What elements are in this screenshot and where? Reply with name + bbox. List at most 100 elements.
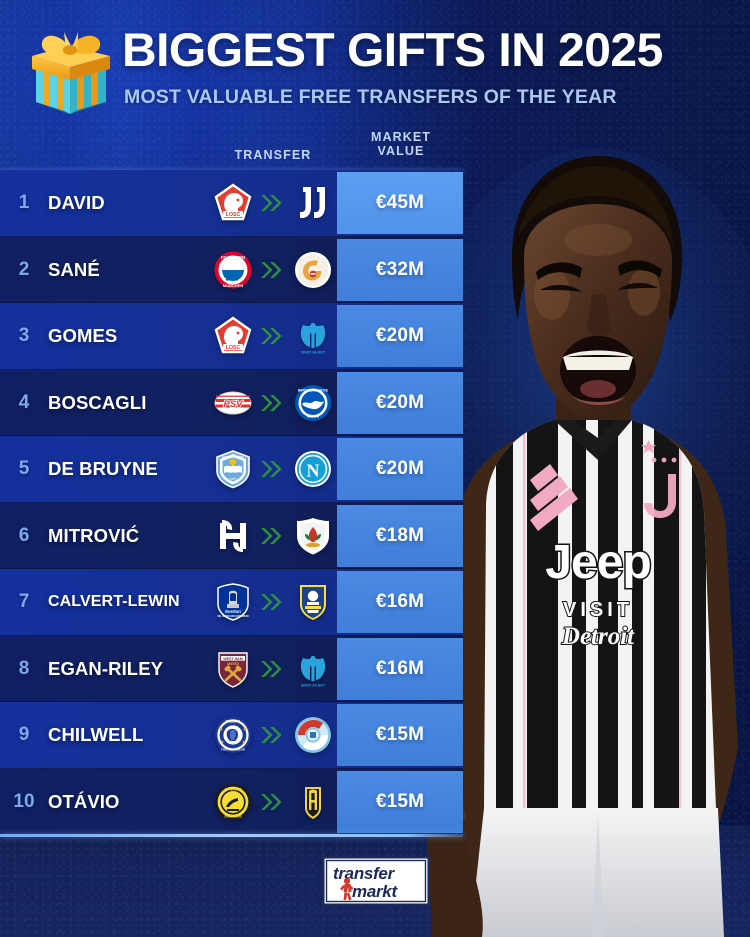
al-rayyan-crest: [296, 517, 329, 555]
juventus-crest: [299, 187, 325, 219]
row-rank: 6: [18, 524, 30, 546]
table-bottom-divider: [0, 834, 463, 837]
market-value-cell: €20M: [337, 438, 463, 500]
double-chevron-right-icon: [260, 461, 281, 478]
double-chevron-right-icon: [260, 660, 281, 677]
strasbourg-crest: [294, 717, 331, 754]
transfer-cell: PSV BRIGHTON & HOVE ALBION: [200, 383, 345, 423]
logo-player-figure: [340, 877, 354, 901]
svg-text:FOOTBALL CLUB: FOOTBALL CLUB: [221, 748, 245, 752]
row-rank: 1: [18, 192, 30, 214]
man-city-crest: MANCHESTER CITY: [215, 450, 250, 489]
double-chevron-right-icon: [260, 261, 281, 278]
table-row[interactable]: 10 OTÁVIO AL NASSR SAUDI CLUB €15M: [0, 768, 463, 835]
row-rank: 9: [18, 724, 30, 746]
table-row[interactable]: 1 DAVID LOSC €45M: [0, 170, 463, 237]
row-rank: 2: [18, 258, 30, 280]
player-name: CALVERT-LEWIN: [48, 593, 180, 611]
market-value-cell: €20M: [337, 371, 463, 434]
market-value-cell: €18M: [337, 504, 463, 567]
table-row[interactable]: 5 DE BRUYNE MANCHESTER CITY N €20M: [0, 436, 463, 503]
svg-text:PSV: PSV: [223, 399, 243, 410]
svg-text:N: N: [306, 461, 319, 481]
svg-text:FC BAYERN: FC BAYERN: [220, 255, 244, 260]
svg-text:LOSC: LOSC: [225, 345, 240, 351]
lille-crest: LOSC: [214, 183, 251, 221]
table-row[interactable]: 8 EGAN-RILEY WEST HAM UNITED DROIT AU BUT…: [0, 635, 463, 702]
player-name: GOMES: [48, 325, 118, 347]
row-rank: 3: [18, 325, 30, 347]
table-row[interactable]: 3 GOMES LOSC DROIT AU BUT €20M: [0, 303, 463, 370]
svg-text:LOSC: LOSC: [225, 212, 240, 218]
player-name: MITROVIĆ: [48, 524, 140, 546]
player-name: SANÉ: [48, 258, 100, 280]
svg-text:CHELSEA: CHELSEA: [225, 720, 241, 724]
svg-text:Jeep: Jeep: [545, 536, 650, 589]
transfer-cell: MANCHESTER CITY N: [200, 449, 345, 489]
leeds-crest: [299, 585, 326, 621]
svg-text:AL NASSR: AL NASSR: [224, 787, 242, 791]
svg-text:UNITED: UNITED: [227, 662, 240, 666]
market-value-cell: €15M: [337, 770, 463, 833]
player-name: DE BRUYNE: [48, 458, 158, 480]
everton-crest: Everton NIL SATIS NISI OPTIMUM: [216, 583, 249, 622]
market-value-cell: €16M: [337, 637, 463, 700]
transfer-cell: LOSC DROIT AU BUT: [200, 316, 345, 356]
column-header-market-value: MARKET VALUE: [345, 130, 457, 158]
svg-text:DROIT AU BUT: DROIT AU BUT: [300, 683, 325, 687]
transfer-cell: AL NASSR SAUDI CLUB: [200, 782, 345, 822]
svg-text:ALBION: ALBION: [306, 414, 319, 418]
transfer-cell: [200, 516, 345, 556]
market-value-cell: €16M: [337, 571, 463, 633]
row-rank: 10: [13, 790, 35, 812]
table-row[interactable]: 4 BOSCAGLI PSV BRIGHTON & HOVE ALBION €20M: [0, 369, 463, 436]
player-photo: Jeep VISIT Detroit: [426, 148, 750, 937]
row-rank: 7: [18, 591, 30, 613]
market-value-cell: €32M: [337, 238, 463, 301]
transfer-cell: Everton NIL SATIS NISI OPTIMUM: [200, 582, 345, 622]
svg-text:VISIT: VISIT: [563, 599, 633, 621]
column-header-market-value-line1: MARKET: [370, 130, 432, 144]
market-value-cell: €20M: [337, 305, 463, 367]
row-rank: 8: [18, 657, 30, 679]
lille-crest: LOSC: [214, 316, 251, 354]
svg-text:WEST HAM: WEST HAM: [223, 657, 243, 661]
svg-text:MANCHESTER: MANCHESTER: [222, 455, 244, 459]
svg-text:Everton: Everton: [225, 609, 241, 614]
galatasaray-crest: [294, 251, 331, 288]
double-chevron-right-icon: [260, 328, 281, 345]
brighton-crest: BRIGHTON & HOVE ALBION: [294, 384, 331, 421]
header: BIGGEST GIFTS IN 2025 MOST VALUABLE FREE…: [0, 0, 750, 120]
marseille-crest: DROIT AU BUT: [300, 655, 326, 687]
table-row[interactable]: 2 SANÉ FC BAYERN MÜNCHEN €32M: [0, 236, 463, 303]
player-name: DAVID: [48, 192, 105, 214]
page-title: BIGGEST GIFTS IN 2025: [122, 23, 663, 76]
svg-text:BRIGHTON & HOVE: BRIGHTON & HOVE: [297, 388, 327, 392]
table-row[interactable]: 7 CALVERT-LEWIN Everton NIL SATIS NISI OP…: [0, 569, 463, 636]
transfer-cell: WEST HAM UNITED DROIT AU BUT: [200, 649, 345, 689]
table-row[interactable]: 6 MITROVIĆ €18M: [0, 502, 463, 569]
double-chevron-right-icon: [260, 594, 281, 611]
logo-text-transfer: transfer: [333, 864, 396, 883]
table-row[interactable]: 9 CHILWELL CHELSEA FOOTBALL CLUB €15M: [0, 702, 463, 769]
double-chevron-right-icon: [260, 727, 281, 744]
double-chevron-right-icon: [260, 527, 281, 544]
bayern-crest: FC BAYERN MÜNCHEN: [214, 251, 251, 289]
svg-text:NIL SATIS NISI OPTIMUM: NIL SATIS NISI OPTIMUM: [217, 614, 248, 618]
svg-text:CITY: CITY: [229, 477, 236, 481]
double-chevron-right-icon: [260, 793, 281, 810]
ranking-table: 1 DAVID LOSC €45M 2 SANÉ FC BAYERN MÜNCHEN: [0, 170, 463, 835]
al-nassr-crest: AL NASSR SAUDI CLUB: [214, 783, 251, 820]
transfer-cell: LOSC: [200, 183, 345, 223]
player-name: CHILWELL: [48, 724, 144, 746]
transfer-cell: CHELSEA FOOTBALL CLUB: [200, 715, 345, 755]
player-name: OTÁVIO: [48, 790, 120, 812]
al-ittihad-crest: [304, 786, 321, 819]
psv-crest: PSV: [214, 391, 251, 415]
napoli-crest: N: [294, 451, 331, 488]
svg-text:MÜNCHEN: MÜNCHEN: [222, 283, 243, 288]
column-header-transfer: TRANSFER: [234, 148, 312, 162]
transfermarkt-logo[interactable]: transfer markt: [322, 856, 430, 906]
transfer-cell: FC BAYERN MÜNCHEN: [200, 250, 345, 290]
